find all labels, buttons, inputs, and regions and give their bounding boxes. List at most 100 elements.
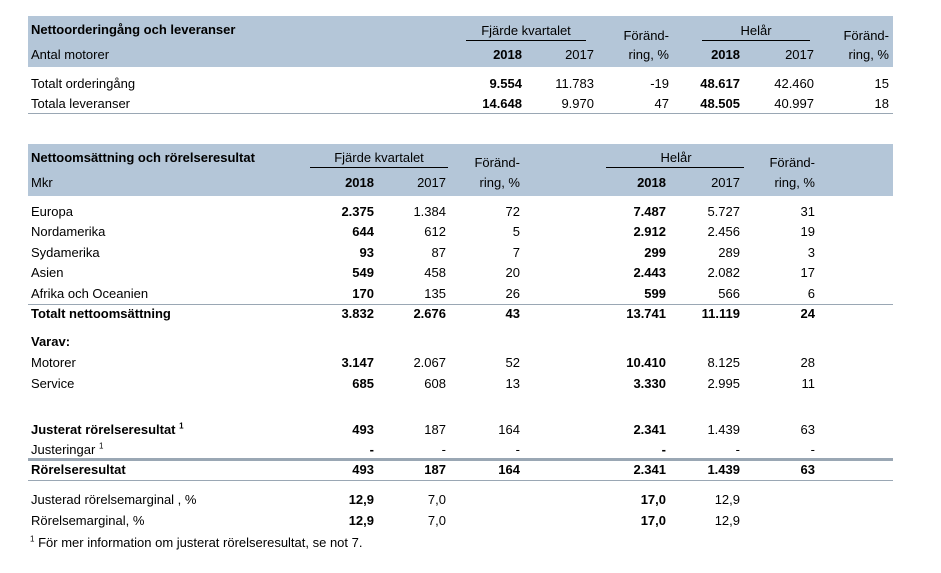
table2-cell-qc: 52 <box>505 355 520 370</box>
table1-cell-q17: 11.783 <box>555 76 594 91</box>
table2-title: Nettoomsättning och rörelseresultat <box>31 150 255 165</box>
table2-cell-h17: 2.082 <box>707 265 740 280</box>
table2-change2-heading-top: Föränd- <box>769 155 815 170</box>
table2-year-2017-q: 2017 <box>417 175 446 190</box>
table2-cell-hc: 63 <box>800 462 815 477</box>
table2-cell-qc: 164 <box>498 422 520 437</box>
table2-row-label-text: Afrika och Oceanien <box>31 286 149 301</box>
table2-cell-q18: - <box>369 442 374 457</box>
table1-cell-h18: 48.505 <box>700 96 740 111</box>
table2-cell-qc: 72 <box>505 204 520 219</box>
table1-header-band <box>28 16 893 67</box>
table2-cell-hc: - <box>810 442 815 457</box>
table2-row-label: Totalt nettoomsättning <box>31 306 171 322</box>
table2-cell-h18: - <box>661 442 666 457</box>
table2-quarter-heading: Fjärde kvartalet <box>334 150 424 165</box>
table2-row-label: Nordamerika <box>31 224 105 240</box>
table1-cell-q17: 9.970 <box>561 96 594 111</box>
table2-row-label-text: Justerad rörelsemarginal , % <box>31 492 197 507</box>
table2-cell-qc: 7 <box>512 245 520 260</box>
table1-subtitle: Antal motorer <box>31 47 110 62</box>
footnote-mark: 1 <box>30 534 35 544</box>
table2-row-label: Rörelsemarginal, % <box>31 513 144 529</box>
table2-year-2018-q: 2018 <box>345 175 374 190</box>
table2-row-label: Sydamerika <box>31 245 100 261</box>
table2-cell-q17: 187 <box>424 462 446 477</box>
table2-row-label-text: Europa <box>31 204 73 219</box>
table1-row-label: Totala leveranser <box>31 96 130 111</box>
table2-cell-q17: 2.676 <box>413 306 446 321</box>
table2-row-label-text: Asien <box>31 265 64 280</box>
table2-cell-hc: 11 <box>801 376 816 391</box>
table2-cell-h18: 599 <box>644 286 666 301</box>
table2-cell-h17: 5.727 <box>707 204 740 219</box>
table2-cell-h17: 2.456 <box>707 224 740 239</box>
footnote-reference: 1 <box>179 421 184 431</box>
table2-cell-q17: 612 <box>424 224 446 239</box>
table2-cell-qc: 13 <box>505 376 520 391</box>
table1-year-2018-h: 2018 <box>711 47 740 62</box>
table2-year-heading: Helår <box>660 150 692 165</box>
table2-cell-h18: 3.330 <box>633 376 666 391</box>
table1-quarter-heading: Fjärde kvartalet <box>481 23 571 38</box>
table2-cell-qc: 20 <box>505 265 520 280</box>
table2-cell-h18: 7.487 <box>633 204 666 219</box>
table2-cell-hc: 19 <box>800 224 815 239</box>
table2-cell-q17: 135 <box>424 286 446 301</box>
table2-header-band <box>28 144 893 196</box>
table1-year-2017-h: 2017 <box>785 47 814 62</box>
table2-cell-h18: 13.741 <box>626 306 666 321</box>
table2-quarter-underline <box>310 167 448 168</box>
table1-title: Nettoorderingång och leveranser <box>31 22 236 37</box>
table1-year-2018-q: 2018 <box>493 47 522 62</box>
table2-change2-heading-bottom: ring, % <box>774 175 815 190</box>
table2-change-heading-top: Föränd- <box>474 155 520 170</box>
table2-cell-q18: 12,9 <box>348 492 374 507</box>
table1-cell-h17: 40.997 <box>774 96 814 111</box>
table2-row-label: Varav: <box>31 334 70 350</box>
table2-row-label-text: Totalt nettoomsättning <box>31 306 171 321</box>
table1-bottom-line <box>28 113 893 114</box>
table2-row-label: Rörelseresultat <box>31 462 126 478</box>
footnote-text: För mer information om justerat rörelser… <box>38 535 363 550</box>
footnote-reference: 1 <box>98 441 104 451</box>
table2-row-label: Service <box>31 376 74 392</box>
table2-cell-q18: 3.147 <box>341 355 374 370</box>
table2-cell-q17: 87 <box>431 245 446 260</box>
table1-cell-hc: 18 <box>874 96 889 111</box>
table2-row-label: Justerat rörelseresultat 1 <box>31 422 184 438</box>
table1-cell-q18: 9.554 <box>489 76 522 91</box>
table2-row-label-text: Rörelseresultat <box>31 462 126 477</box>
table2-cell-h18: 10.410 <box>626 355 666 370</box>
table2-cell-q18: 493 <box>352 462 374 477</box>
footnote: 1 För mer information om justerat rörels… <box>30 535 362 551</box>
table2-row-label: Justerad rörelsemarginal , % <box>31 492 196 508</box>
table1-change2-heading-bottom: ring, % <box>848 47 889 62</box>
table1-cell-q18: 14.648 <box>482 96 522 111</box>
table2-cell-qc: 5 <box>512 224 520 239</box>
table2-cell-hc: 3 <box>807 245 815 260</box>
table2-row-label: Europa <box>31 204 73 220</box>
table2-cell-q18: 3.832 <box>341 306 374 321</box>
table2-cell-qc: 43 <box>505 306 520 321</box>
table2-cell-hc: 28 <box>800 355 815 370</box>
table2-cell-q17: 7,0 <box>427 513 446 528</box>
table2-cell-h18: 2.341 <box>633 422 666 437</box>
table2-divider-line-2 <box>28 458 893 461</box>
table2-year-2017-h: 2017 <box>711 175 740 190</box>
table1-quarter-underline <box>466 40 586 41</box>
table2-row-label-text: Sydamerika <box>31 245 100 260</box>
table2-cell-h17: 1.439 <box>707 462 740 477</box>
table2-cell-h18: 2.912 <box>633 224 666 239</box>
table2-row-label: Justeringar 1 <box>31 442 103 458</box>
table2-cell-h17: 12,9 <box>714 513 740 528</box>
table1-year-heading: Helår <box>740 23 772 38</box>
table2-cell-q18: 170 <box>352 286 374 301</box>
table1-change-heading-top: Föränd- <box>623 28 669 43</box>
table2-cell-hc: 6 <box>807 286 815 301</box>
table2-cell-q18: 644 <box>352 224 374 239</box>
table2-cell-h17: - <box>735 442 740 457</box>
table2-cell-h17: 2.995 <box>707 376 740 391</box>
table2-divider-line-3 <box>28 480 893 481</box>
table2-cell-q18: 685 <box>352 376 374 391</box>
